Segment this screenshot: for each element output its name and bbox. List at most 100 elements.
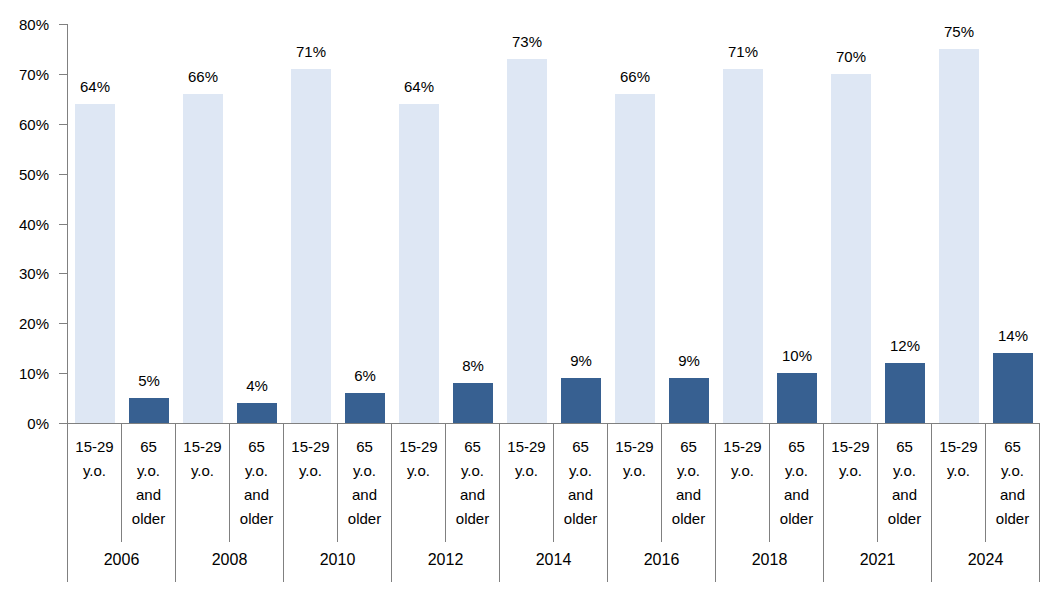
category-label-cell: 65y.o.andolder bbox=[770, 424, 824, 542]
category-label-cell: 15-29y.o. bbox=[68, 424, 122, 542]
y-axis-label: 0% bbox=[27, 415, 49, 432]
bar-group-2014: 73%9% bbox=[500, 24, 608, 423]
category-label-line: older bbox=[338, 507, 391, 531]
bar-wrap: 9% bbox=[561, 352, 601, 423]
category-label-line: older bbox=[554, 507, 607, 531]
bar-wrap: 64% bbox=[75, 78, 115, 423]
category-label-line: older bbox=[770, 507, 823, 531]
bar-15-29-y-o--2010 bbox=[291, 69, 331, 423]
bar-group-2010: 71% 6% bbox=[284, 24, 392, 423]
category-label-line: y.o. bbox=[770, 459, 823, 483]
bar-wrap: 64% bbox=[399, 78, 439, 423]
bar-value-label: 4% bbox=[246, 377, 268, 394]
bar-15-29-y-o--2021 bbox=[831, 74, 871, 423]
category-label-line: older bbox=[446, 507, 499, 531]
category-label-line: y.o. bbox=[392, 459, 445, 483]
bar-wrap: 10% bbox=[777, 347, 817, 423]
bar-wrap: 6% bbox=[345, 367, 385, 423]
category-label-line: y.o. bbox=[824, 459, 877, 483]
category-label-line: 15-29 bbox=[500, 435, 553, 459]
bar-wrap: 9% bbox=[669, 352, 709, 423]
bar-value-label: 64% bbox=[404, 78, 434, 95]
category-label-line: older bbox=[230, 507, 283, 531]
bar-group-2021: 70% 12% bbox=[824, 24, 932, 423]
bar-65-y-o-and-older-2016 bbox=[669, 378, 709, 423]
year-label-2006: 2006 bbox=[68, 542, 176, 582]
category-label-line: y.o. bbox=[284, 459, 337, 483]
y-axis-label: 10% bbox=[19, 365, 49, 382]
category-label-line: y.o. bbox=[662, 459, 715, 483]
category-label-line: and bbox=[662, 483, 715, 507]
bar-value-label: 71% bbox=[296, 43, 326, 60]
category-label-line: 15-29 bbox=[824, 435, 877, 459]
bar-group-2008: 66% 4% bbox=[176, 24, 284, 423]
category-label-cell: 15-29y.o. bbox=[608, 424, 662, 542]
category-label-line: and bbox=[878, 483, 931, 507]
grouped-bar-chart: 0%10%20%30%40%50%60%70%80% 64%5%66%4%71%… bbox=[0, 0, 1064, 591]
category-label-line: 15-29 bbox=[932, 435, 985, 459]
category-label-line: 65 bbox=[662, 435, 715, 459]
bar-value-label: 5% bbox=[138, 372, 160, 389]
y-axis-tick bbox=[59, 74, 67, 75]
category-label-line: 65 bbox=[446, 435, 499, 459]
category-label-line: y.o. bbox=[932, 459, 985, 483]
category-label-cell: 65y.o.andolder bbox=[446, 424, 500, 542]
category-label-line: y.o. bbox=[338, 459, 391, 483]
y-axis: 0%10%20%30%40%50%60%70%80% bbox=[0, 0, 67, 591]
y-axis-label: 20% bbox=[19, 315, 49, 332]
category-label-cell: 15-29y.o. bbox=[824, 424, 878, 542]
year-label-2018: 2018 bbox=[716, 542, 824, 582]
category-label-line: y.o. bbox=[608, 459, 661, 483]
category-label-line: older bbox=[878, 507, 931, 531]
bar-group-2024: 75%14% bbox=[932, 24, 1040, 423]
category-label-line: y.o. bbox=[176, 459, 229, 483]
bar-group-2016: 66% 9% bbox=[608, 24, 716, 423]
category-label-line: and bbox=[230, 483, 283, 507]
category-label-line: 15-29 bbox=[284, 435, 337, 459]
bar-value-label: 66% bbox=[188, 68, 218, 85]
bar-value-label: 9% bbox=[570, 352, 592, 369]
bar-value-label: 64% bbox=[80, 78, 110, 95]
year-label-2021: 2021 bbox=[824, 542, 932, 582]
x-axis-table: 15-29y.o.65y.o.andolder15-29y.o.65y.o.an… bbox=[67, 423, 1040, 582]
y-axis-tick bbox=[59, 373, 67, 374]
category-label-line: y.o. bbox=[554, 459, 607, 483]
bar-wrap: 5% bbox=[129, 372, 169, 423]
category-label-cell: 15-29y.o. bbox=[500, 424, 554, 542]
bar-wrap: 66% bbox=[183, 68, 223, 423]
y-axis-tick bbox=[59, 24, 67, 25]
category-label-line: older bbox=[122, 507, 175, 531]
bar-wrap: 66% bbox=[615, 68, 655, 423]
bar-65-y-o-and-older-2006 bbox=[129, 398, 169, 423]
x-axis-year-row: 200620082010201220142016201820212024 bbox=[68, 542, 1040, 582]
bar-15-29-y-o--2014 bbox=[507, 59, 547, 423]
y-axis-tick bbox=[59, 273, 67, 274]
year-label-2008: 2008 bbox=[176, 542, 284, 582]
category-label-line: y.o. bbox=[230, 459, 283, 483]
bar-value-label: 66% bbox=[620, 68, 650, 85]
bar-value-label: 10% bbox=[782, 347, 812, 364]
bar-65-y-o-and-older-2008 bbox=[237, 403, 277, 423]
category-label-line: y.o. bbox=[446, 459, 499, 483]
category-label-line: y.o. bbox=[716, 459, 769, 483]
category-label-line: 65 bbox=[878, 435, 931, 459]
category-label-line: y.o. bbox=[986, 459, 1039, 483]
y-axis-label: 70% bbox=[19, 65, 49, 82]
category-label-cell: 15-29y.o. bbox=[284, 424, 338, 542]
y-axis-tick bbox=[59, 423, 67, 424]
bar-wrap: 71% bbox=[291, 43, 331, 423]
bar-value-label: 70% bbox=[836, 48, 866, 65]
bar-65-y-o-and-older-2024 bbox=[993, 353, 1033, 423]
category-label-cell: 15-29y.o. bbox=[932, 424, 986, 542]
category-label-line: 65 bbox=[770, 435, 823, 459]
category-label-line: 65 bbox=[554, 435, 607, 459]
bar-65-y-o-and-older-2012 bbox=[453, 383, 493, 423]
bar-wrap: 12% bbox=[885, 337, 925, 423]
category-label-cell: 65y.o.andolder bbox=[878, 424, 932, 542]
year-label-2024: 2024 bbox=[932, 542, 1040, 582]
category-label-line: y.o. bbox=[878, 459, 931, 483]
category-label-line: y.o. bbox=[500, 459, 553, 483]
bar-15-29-y-o--2024 bbox=[939, 49, 979, 423]
category-label-cell: 65y.o.andolder bbox=[554, 424, 608, 542]
year-label-2012: 2012 bbox=[392, 542, 500, 582]
